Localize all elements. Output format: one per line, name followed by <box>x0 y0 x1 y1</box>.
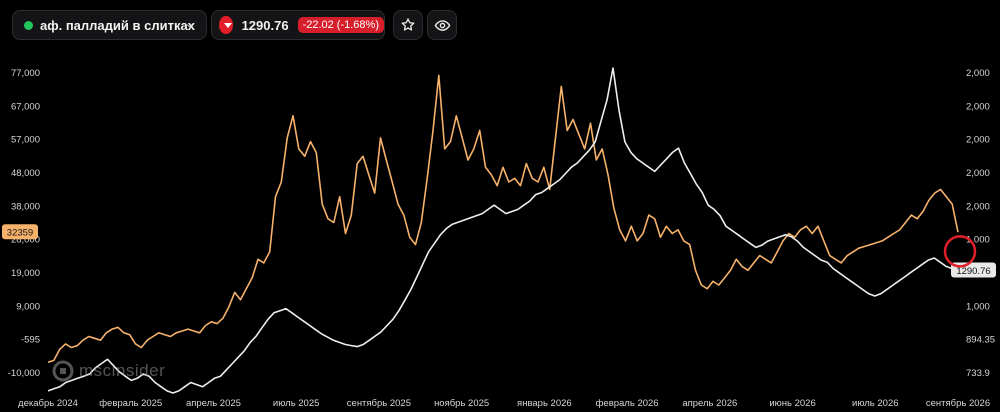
watermark-text: mscinsider <box>79 361 166 380</box>
x-tick-label: июль 2025 <box>273 398 320 409</box>
asset-name: аф. палладий в слитках <box>40 17 195 33</box>
x-tick-label: июнь 2026 <box>769 398 815 409</box>
left-tick-label: -595 <box>21 335 40 346</box>
x-tick-label: декабрь 2024 <box>18 398 78 409</box>
right-tick-label: 2,000 <box>966 168 990 179</box>
x-tick-label: апрель 2026 <box>682 398 737 409</box>
price-change-badge: -22.02 (-1.68%) <box>297 17 384 33</box>
left-tick-label: 57,000 <box>11 135 40 146</box>
price-display: 1290.76 -22.02 (-1.68%) <box>211 10 385 40</box>
right-tick-label: 1,000 <box>966 235 990 246</box>
left-tick-label: 77,000 <box>11 68 40 79</box>
left-tick-label: 67,000 <box>11 101 40 112</box>
left-tick-label: 48,000 <box>11 168 40 179</box>
x-tick-label: февраль 2026 <box>596 398 659 409</box>
right-tick-label: 733.9 <box>966 368 990 379</box>
last-value-tag-left <box>2 224 38 240</box>
right-tick-label: 894.35 <box>966 335 995 346</box>
series-line <box>47 74 959 364</box>
x-tick-label: ноябрь 2025 <box>434 398 489 409</box>
last-value-right: 1290.76 <box>956 266 990 277</box>
logo-icon <box>52 360 74 382</box>
right-tick-label: 1,000 <box>966 301 990 312</box>
x-tick-label: сентябрь 2025 <box>347 398 411 409</box>
asset-selector[interactable]: аф. палладий в слитках ⌄ <box>12 10 207 40</box>
chevron-down-icon: ⌄ <box>184 18 194 30</box>
arrow-down-icon <box>219 16 233 34</box>
right-axis: 2,0002,0002,0002,0002,0001,0001,0001,000… <box>966 68 995 379</box>
left-tick-label: 19,000 <box>11 268 40 279</box>
left-axis: 77,000 67,000 57,000 48,000 38,000 28,000 19,0… <box>8 68 40 379</box>
left-tick-label: 9,000 <box>16 301 40 312</box>
top-toolbar: аф. палладий в слитках ⌄ 1290.76 -22.02 … <box>0 0 1000 50</box>
right-tick-label: 2,000 <box>966 101 990 112</box>
favorite-button[interactable] <box>393 10 423 40</box>
star-icon <box>401 18 415 31</box>
left-tick-label: 28,000 <box>11 235 40 246</box>
series-line <box>47 67 959 394</box>
last-value-left: 32359 <box>7 228 33 239</box>
highlight-annotation <box>943 235 977 268</box>
x-tick-label: сентябрь 2026 <box>926 398 990 409</box>
highlight-circle <box>943 235 977 268</box>
left-tick-label: -10,000 <box>8 368 40 379</box>
left-tick-label: 38,000 <box>11 201 40 212</box>
x-tick-label: июль 2026 <box>852 398 899 409</box>
series-lines <box>47 67 959 394</box>
right-tick-label: 2,000 <box>966 201 990 212</box>
current-price: 1290.76 <box>241 17 289 33</box>
x-tick-label: апрель 2025 <box>186 398 241 409</box>
value-tags: 32359 1290.76 <box>2 224 996 278</box>
right-tick-label: 2,000 <box>966 68 990 79</box>
x-axis: декабрь 2024 февраль 2025 апрель 2025 июль … <box>18 398 990 409</box>
watermark: mscinsider <box>52 360 165 382</box>
status-dot-icon <box>24 20 33 30</box>
eye-icon <box>434 19 450 31</box>
x-tick-label: январь 2026 <box>517 398 572 409</box>
x-tick-label: февраль 2025 <box>99 398 162 409</box>
right-tick-label: 2,000 <box>966 135 990 146</box>
visibility-button[interactable] <box>427 10 457 40</box>
